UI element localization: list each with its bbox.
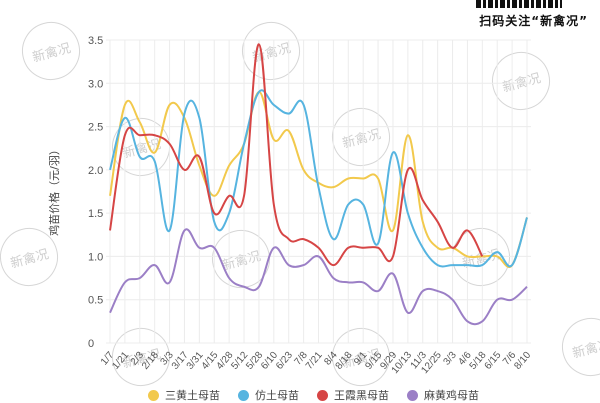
legend-dot-icon [148,389,159,401]
y-tick-label: 1.5 [88,208,103,220]
legend-dot-icon [407,389,418,401]
y-tick-label: 3.0 [88,78,103,90]
legend-dot-icon [317,389,328,401]
chart-legend: 三黄土母苗 仿土母苗 王霞黑母苗 麻黄鸡母苗 [148,387,479,403]
legend-label: 王霞黑母苗 [334,389,389,402]
y-tick-label: 1.0 [88,251,103,263]
legend-item-mahuang[interactable]: 麻黄鸡母苗 [407,387,479,403]
legend-label: 三黄土母苗 [165,389,220,402]
series-line-3[interactable] [109,228,528,326]
series-line-1[interactable] [109,89,528,268]
legend-label: 仿土母苗 [255,389,299,402]
legend-item-sanhuang[interactable]: 三黄土母苗 [148,387,220,403]
y-axis-title: 鸡苗价格（元/羽） [48,144,61,236]
y-tick-label: 2.0 [88,165,103,177]
legend-item-fangtu[interactable]: 仿土母苗 [238,387,299,403]
x-tick-label: 3/3 [441,350,459,368]
qr-code-fragment [476,0,562,8]
qr-caption: 扫码关注“新禽况” [479,14,588,28]
y-tick-label: 3.5 [88,35,103,47]
series-line-2[interactable] [109,43,484,267]
y-tick-label: 0.5 [88,295,103,307]
x-tick-label: 8/10 [512,350,533,372]
y-tick-label: 0 [88,338,94,350]
y-tick-label: 2.5 [88,122,103,134]
legend-item-wangxia[interactable]: 王霞黑母苗 [317,387,389,403]
legend-dot-icon [238,389,249,401]
legend-label: 麻黄鸡母苗 [424,389,479,402]
